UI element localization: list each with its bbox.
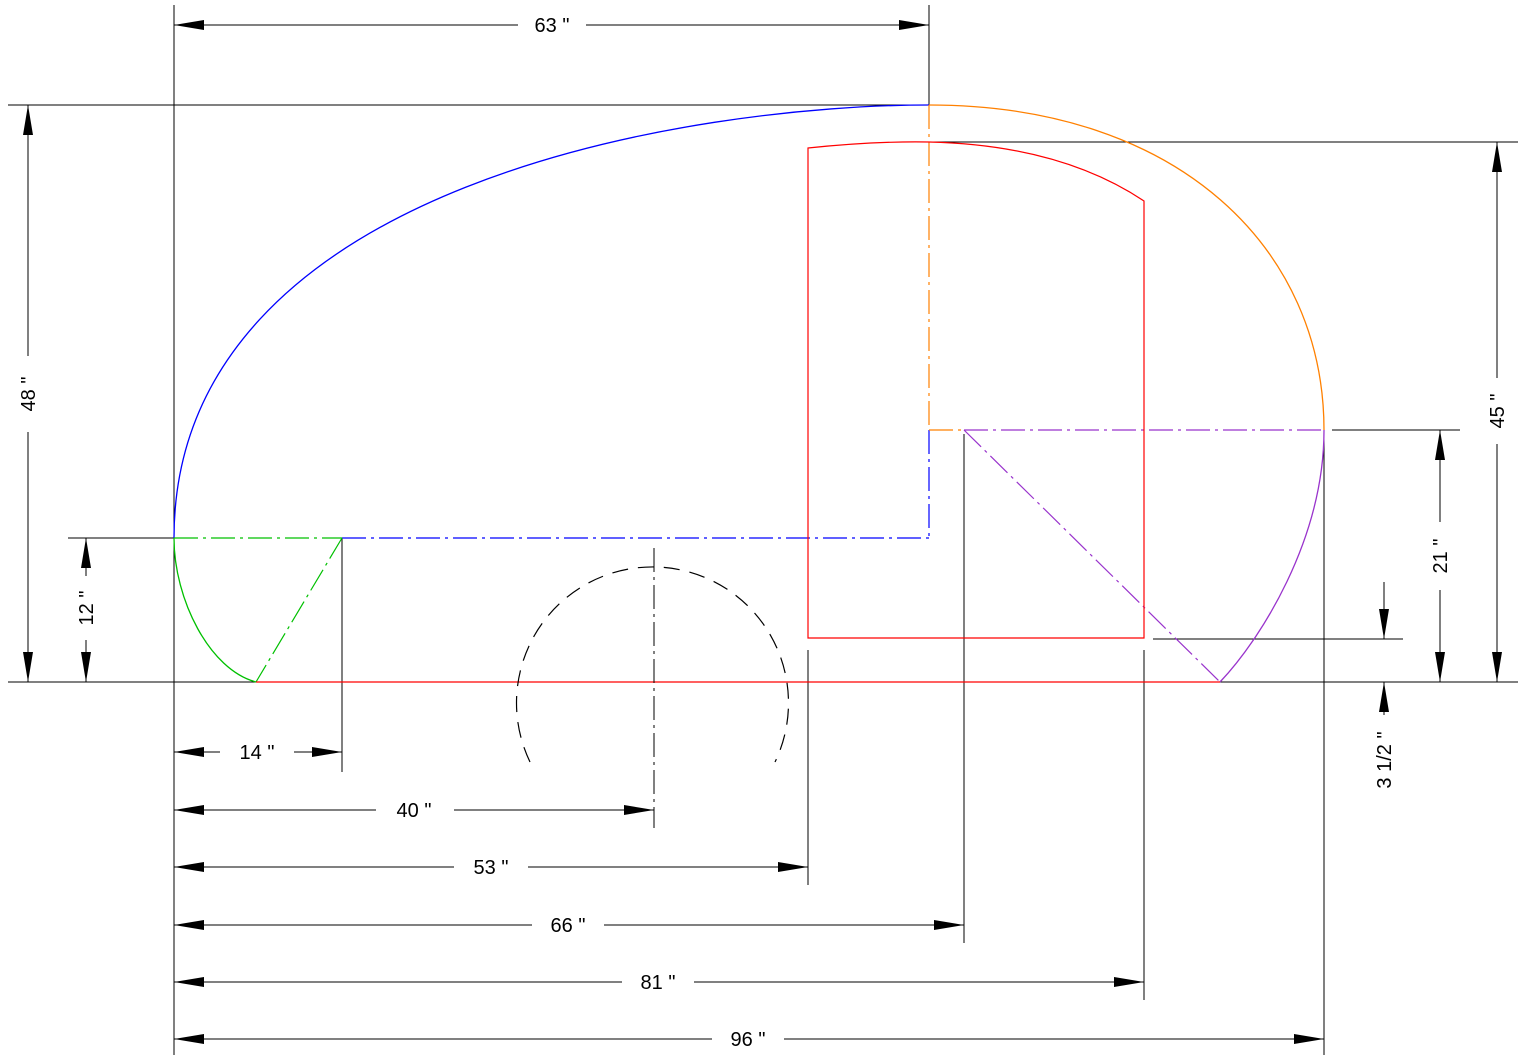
dim-label-45: 45 "	[1487, 394, 1509, 429]
tail-curve	[1219, 429, 1325, 683]
dim-label-48: 48 "	[18, 377, 40, 412]
dim-label-81: 81 "	[641, 972, 676, 994]
front-profile-curve	[173, 104, 930, 539]
dim-label-63: 63 "	[535, 15, 570, 37]
dim-label-clearance: 3 1/2 "	[1374, 731, 1396, 788]
dim-label-12: 12 "	[76, 591, 98, 626]
dim-label-96: 96 "	[731, 1029, 766, 1051]
dim-label-53: 53 "	[474, 857, 509, 879]
wheel-arc	[515, 566, 790, 763]
galley-hatch-outline	[807, 141, 1145, 639]
dim-label-21: 21 "	[1430, 539, 1452, 574]
tail-construction-diagonal	[963, 429, 1221, 683]
construction-lines	[174, 105, 1324, 683]
nose-curve	[173, 537, 257, 683]
dimension-labels: 63 " 48 " 12 " 45 " 21 " 3 1/2 " 14 " 40…	[18, 15, 1509, 1051]
extension-lines	[8, 5, 1518, 1055]
dimension-lines	[23, 20, 1502, 1044]
dim-label-40: 40 "	[397, 800, 432, 822]
dim-label-14: 14 "	[240, 742, 275, 764]
nose-construction-diagonal	[255, 537, 343, 683]
dim-label-66: 66 "	[551, 915, 586, 937]
rear-profile-curve	[928, 104, 1325, 431]
